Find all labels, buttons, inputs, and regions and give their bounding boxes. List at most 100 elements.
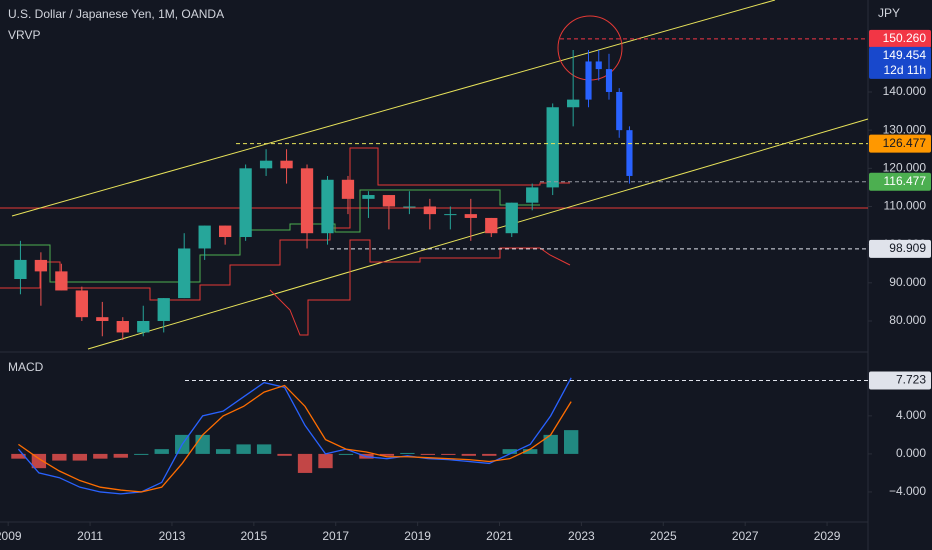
histogram-bar xyxy=(113,453,128,458)
indicator-title: VRVP xyxy=(8,28,40,42)
candle-body xyxy=(259,160,273,169)
candle-body xyxy=(382,195,396,207)
candle-body xyxy=(14,259,27,280)
x-tick-label: 2019 xyxy=(404,529,431,543)
y-tick-label: 120.000 xyxy=(883,160,927,174)
x-tick-label: 2029 xyxy=(814,529,841,543)
price-label: 7.723 xyxy=(896,373,926,387)
histogram-bar xyxy=(420,453,436,455)
candle-body xyxy=(626,130,633,176)
x-tick-label: 2021 xyxy=(486,529,513,543)
candle-body xyxy=(444,214,457,216)
axis-label: JPY xyxy=(878,6,900,20)
candle-body xyxy=(219,225,232,238)
candle-body xyxy=(403,206,416,208)
channel-upper xyxy=(11,0,776,217)
price-label-box xyxy=(869,29,931,48)
macd-line xyxy=(17,377,572,495)
signal-line xyxy=(18,384,572,493)
y-tick-label: 90.000 xyxy=(889,275,926,289)
x-tick-label: 2025 xyxy=(650,529,677,543)
candle-body xyxy=(464,214,477,218)
candle-body xyxy=(595,61,602,70)
histogram-bar xyxy=(400,452,415,454)
y-tick-label: −4.000 xyxy=(889,484,926,498)
candle-body xyxy=(423,206,436,215)
x-tick-label: 2027 xyxy=(732,529,759,543)
price-label: 149.454 xyxy=(883,48,927,62)
histogram-bar xyxy=(215,449,231,454)
histogram-bar xyxy=(195,434,210,454)
y-tick-label: 80.000 xyxy=(889,313,926,327)
indicator-line xyxy=(269,239,571,336)
histogram-bar xyxy=(154,449,169,454)
candle-body xyxy=(96,317,109,321)
candle-body xyxy=(605,69,613,92)
candle-body xyxy=(116,320,129,333)
histogram-bar xyxy=(72,453,88,461)
candle-body xyxy=(321,179,334,234)
x-tick-label: 2013 xyxy=(159,529,186,543)
histogram-bar xyxy=(318,453,333,469)
histogram-bar xyxy=(379,453,395,456)
histogram-bar xyxy=(31,453,47,469)
histogram-bar xyxy=(461,453,476,456)
candle-body xyxy=(341,179,355,199)
price-label: 98.909 xyxy=(889,241,926,255)
price-label-box xyxy=(869,172,931,191)
histogram-bar xyxy=(93,453,108,459)
candle-body xyxy=(178,248,191,299)
x-tick-label: 2009 xyxy=(0,529,22,543)
candle-body xyxy=(137,320,150,333)
candle-body xyxy=(239,168,252,238)
price-label: 116.477 xyxy=(884,174,927,188)
price-label-box xyxy=(869,134,931,153)
y-tick-label: 130.000 xyxy=(883,122,927,136)
x-tick-label: 2017 xyxy=(322,529,349,543)
candle-body xyxy=(34,259,48,272)
histogram-bar xyxy=(543,434,558,454)
price-label: 150.260 xyxy=(883,31,927,45)
candle-body xyxy=(616,91,623,131)
price-label-box xyxy=(869,239,931,258)
channel-lower xyxy=(87,118,869,350)
x-tick-label: 2015 xyxy=(240,529,267,543)
histogram-bar xyxy=(482,453,497,456)
candle-body xyxy=(567,99,580,108)
histogram-bar xyxy=(297,453,313,473)
candle-body xyxy=(585,61,592,100)
y-tick-label: 4.000 xyxy=(896,408,926,422)
histogram-bar xyxy=(256,444,272,454)
price-label-box xyxy=(869,46,931,79)
histogram-bar xyxy=(338,453,354,455)
histogram-bar xyxy=(236,444,251,454)
countdown: 12d 11h xyxy=(884,63,927,77)
histogram-bar xyxy=(563,430,579,454)
y-tick-label: 110.000 xyxy=(884,199,927,213)
histogram-bar xyxy=(502,449,517,454)
indicator-title: MACD xyxy=(8,360,44,374)
x-tick-label: 2023 xyxy=(568,529,595,543)
candle-body xyxy=(362,195,375,199)
price-label: 126.477 xyxy=(883,136,927,150)
chart-title: U.S. Dollar / Japanese Yen, 1M, OANDA xyxy=(8,7,224,21)
candle-body xyxy=(75,290,88,318)
candle-body xyxy=(198,225,211,249)
price-label-box xyxy=(869,371,931,390)
candle-body xyxy=(546,107,559,188)
candle-body xyxy=(280,160,293,169)
candle-body xyxy=(485,217,498,234)
histogram-bar xyxy=(277,453,292,456)
candle-body xyxy=(505,202,518,234)
histogram-bar xyxy=(11,453,26,459)
candle-body xyxy=(526,187,539,203)
y-tick-label: 140.000 xyxy=(883,84,927,98)
x-tick-label: 2011 xyxy=(77,529,103,543)
histogram-bar xyxy=(134,453,149,455)
candle-body xyxy=(300,168,314,234)
histogram-bar xyxy=(523,449,538,454)
y-tick-label: 0.000 xyxy=(896,446,926,460)
histogram-bar xyxy=(52,453,67,461)
